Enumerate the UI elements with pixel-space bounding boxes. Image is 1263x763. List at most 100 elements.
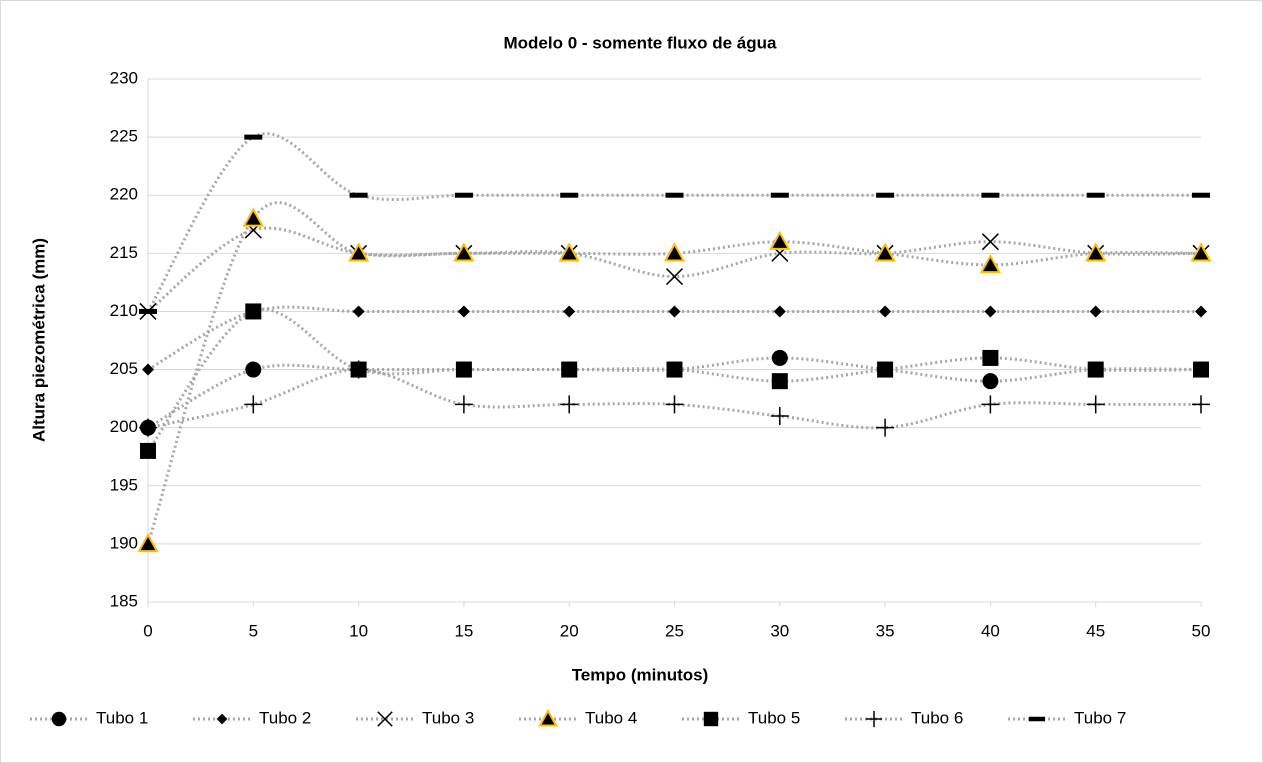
x-tick-label: 40: [981, 621, 1000, 640]
marker: [245, 361, 262, 378]
marker: [455, 361, 472, 378]
legend-marker: [216, 713, 228, 725]
chart-title: Modelo 0 - somente fluxo de água: [504, 33, 778, 52]
series-line: [146, 308, 1202, 452]
marker: [771, 373, 788, 390]
y-axis-title: Altura piezométrica (mm): [29, 238, 48, 442]
marker: [1086, 192, 1105, 198]
marker: [876, 192, 895, 198]
marker: [560, 395, 579, 414]
marker: [663, 242, 686, 262]
marker: [668, 305, 681, 318]
marker: [349, 192, 368, 198]
marker: [558, 242, 580, 262]
x-tick-label: 35: [876, 621, 895, 640]
marker: [665, 395, 684, 414]
marker: [245, 303, 262, 320]
x-tick-label: 45: [1086, 621, 1105, 640]
marker: [561, 361, 578, 378]
legend-marker: [51, 711, 67, 727]
marker: [139, 308, 157, 314]
marker: [771, 349, 788, 366]
marker: [1193, 361, 1209, 378]
x-tick-label: 30: [770, 621, 789, 640]
marker: [453, 242, 475, 262]
x-axis-title: Tempo (minutos): [572, 665, 709, 684]
marker: [142, 363, 154, 376]
marker: [454, 395, 473, 414]
marker: [1192, 192, 1210, 198]
marker: [349, 360, 368, 379]
marker: [1089, 305, 1102, 318]
x-tick-label: 15: [454, 621, 473, 640]
series-line: [147, 305, 1201, 371]
y-tick-label: 215: [110, 243, 138, 262]
marker: [352, 305, 365, 318]
y-tick-label: 195: [110, 475, 138, 494]
legend-marker: [1028, 716, 1046, 722]
marker: [242, 207, 264, 227]
marker: [665, 268, 684, 286]
y-tick-label: 230: [110, 68, 138, 87]
legend-marker: [865, 710, 883, 728]
series-line: [147, 226, 1202, 313]
marker: [1085, 242, 1107, 262]
y-tick-label: 225: [110, 127, 138, 146]
y-tick-label: 185: [110, 591, 138, 610]
y-tick-label: 205: [110, 359, 138, 378]
series-line: [147, 356, 1202, 429]
marker: [560, 192, 579, 198]
legend-label: Tubo 5: [748, 708, 800, 727]
marker: [877, 361, 894, 378]
marker: [137, 532, 159, 553]
legend-marker: [703, 711, 719, 727]
marker: [1190, 242, 1212, 262]
y-tick-label: 200: [110, 417, 138, 436]
marker: [876, 418, 895, 437]
x-tick-label: 20: [560, 621, 579, 640]
marker: [874, 242, 896, 262]
x-tick-label: 0: [143, 621, 152, 640]
marker: [1195, 305, 1207, 318]
y-tick-label: 220: [110, 185, 138, 204]
marker: [982, 349, 999, 366]
marker: [982, 373, 999, 390]
marker: [1086, 395, 1105, 414]
y-tick-label: 190: [110, 533, 138, 552]
marker: [981, 233, 999, 251]
marker: [981, 192, 1000, 198]
legend-marker: [377, 711, 393, 727]
marker: [770, 192, 789, 198]
series-line: [146, 132, 1201, 313]
marker: [981, 395, 1000, 414]
x-tick-label: 25: [665, 621, 684, 640]
marker: [563, 305, 576, 318]
marker: [770, 407, 789, 426]
marker: [347, 242, 370, 262]
x-tick-label: 5: [249, 621, 258, 640]
marker: [984, 305, 997, 318]
legend-label: Tubo 4: [585, 708, 637, 727]
legend-label: Tubo 2: [259, 708, 311, 727]
x-tick-label: 10: [349, 621, 368, 640]
marker: [139, 418, 157, 437]
legend-label: Tubo 3: [422, 708, 474, 727]
marker: [244, 134, 263, 140]
y-tick-label: 210: [110, 301, 138, 320]
marker: [979, 253, 1002, 274]
legend-marker: [538, 708, 558, 727]
marker: [244, 395, 263, 414]
marker: [879, 305, 892, 318]
legend-label: Tubo 6: [911, 708, 963, 727]
marker: [773, 305, 786, 318]
marker: [665, 192, 684, 198]
legend-label: Tubo 7: [1074, 708, 1126, 727]
marker: [1192, 395, 1210, 414]
marker: [454, 192, 473, 198]
marker: [457, 305, 470, 318]
marker: [1087, 361, 1104, 378]
marker: [769, 230, 791, 250]
legend-label: Tubo 1: [96, 708, 148, 727]
